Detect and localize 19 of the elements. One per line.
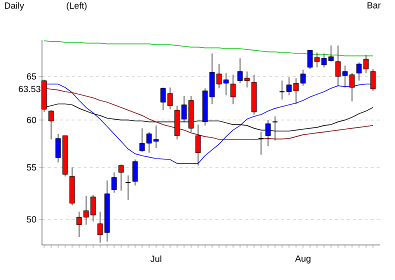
candlestick <box>132 159 138 186</box>
candlestick <box>195 124 201 166</box>
candlestick <box>230 74 236 104</box>
text: Bar <box>368 2 381 8</box>
candlestick <box>48 110 54 140</box>
candlestick <box>279 80 285 100</box>
y-tick-label: 50 <box>26 216 36 223</box>
y-tick-label: 65 <box>26 73 36 80</box>
y-tick-label: 55 <box>26 164 36 171</box>
x-tick-label: Aug <box>295 255 310 264</box>
x-tick-label: Jul <box>150 255 162 262</box>
text: (Left) <box>66 2 87 11</box>
candlestick <box>111 172 117 194</box>
text: Daily <box>4 2 24 11</box>
candlestick <box>125 175 132 200</box>
candlestick <box>118 164 124 191</box>
candlestick <box>370 68 376 92</box>
y-tick-label: 60 <box>26 116 36 124</box>
text: 63.53 <box>18 86 40 92</box>
